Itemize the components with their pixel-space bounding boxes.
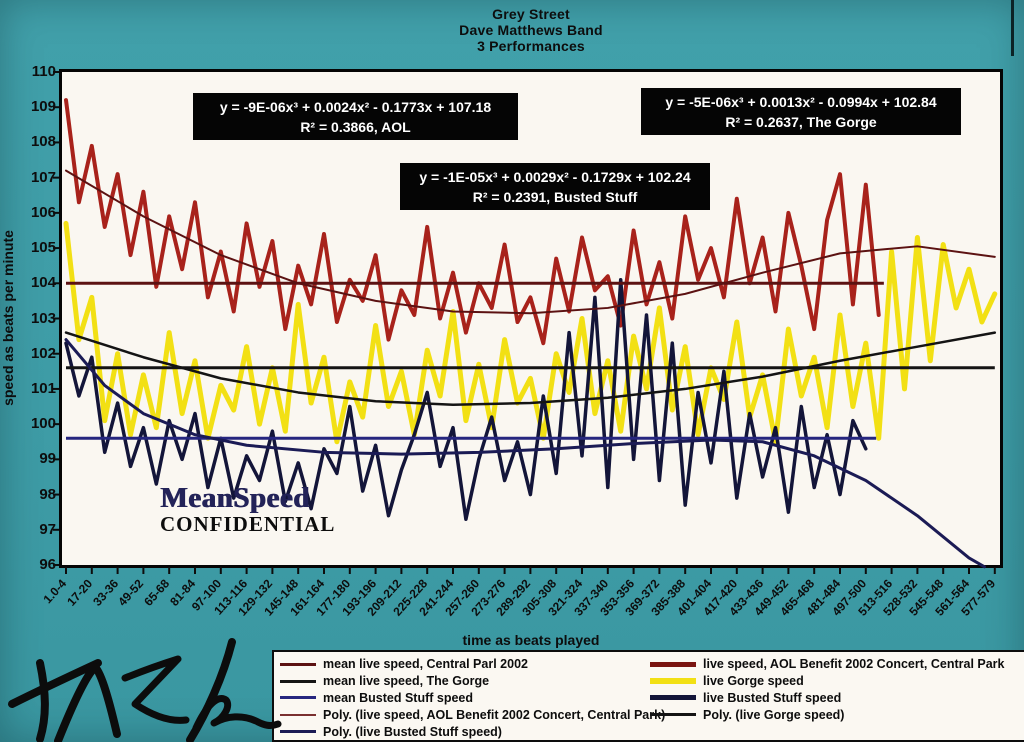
legend-label: Poly. (live Gorge speed): [703, 707, 845, 722]
legend-item: live Gorge speed: [650, 673, 1005, 690]
equation-box-busted: y = -1E-05x³ + 0.0029x² - 0.1729x + 102.…: [400, 163, 710, 210]
y-tick-label: 109: [30, 98, 56, 116]
chart-title-subtitle: 3 Performances: [477, 38, 585, 54]
series-line: [65, 169, 996, 315]
y-tick-label: 102: [30, 344, 56, 362]
series-line: [64, 331, 997, 407]
y-tick-label: 108: [30, 133, 56, 151]
legend-item: mean live speed, Central Parl 2002: [280, 656, 665, 673]
y-tick-label: 99: [39, 450, 56, 468]
y-tick-label: 104: [30, 274, 56, 292]
legend-label: Poly. (live speed, AOL Benefit 2002 Conc…: [323, 707, 666, 722]
legend-item: Poly. (live Gorge speed): [650, 706, 1005, 723]
legend-label: mean live speed, Central Parl 2002: [323, 657, 528, 672]
series-line: [64, 338, 986, 569]
y-tick-label: 106: [30, 203, 56, 221]
watermark-brand: MeanSpeed: [160, 482, 310, 514]
legend-label: live Gorge speed: [703, 674, 804, 689]
legend-swatch: [280, 730, 316, 734]
legend: mean live speed, Central Parl 2002 mean l…: [272, 650, 1024, 742]
legend-item: live speed, AOL Benefit 2002 Concert, Ce…: [650, 656, 1005, 673]
signature-ink: [8, 638, 282, 742]
y-tick-label: 96: [39, 556, 56, 573]
equation-box-aol: y = -9E-06x³ + 0.0024x² - 0.1773x + 107.…: [193, 93, 518, 140]
x-axis-title: time as beats played: [462, 632, 600, 648]
watermark-confidential: CONFIDENTIAL: [160, 512, 336, 536]
chart-title-song: Grey Street: [492, 6, 570, 22]
legend-item: Poly. (live Busted Stuff speed): [280, 723, 665, 740]
equation-aol-r2: R² = 0.3866, AOL: [300, 119, 411, 135]
equation-gorge-formula: y = -5E-06x³ + 0.0013x² - 0.0994x + 102.…: [665, 94, 937, 110]
legend-column-right: live speed, AOL Benefit 2002 Concert, Ce…: [650, 656, 1005, 723]
equation-gorge-r2: R² = 0.2637, The Gorge: [725, 114, 877, 130]
legend-swatch: [650, 661, 696, 667]
y-tick-label: 98: [39, 485, 56, 503]
y-tick-label: 107: [30, 168, 56, 186]
y-tick-label: 100: [30, 415, 56, 433]
scan-artifact-line: [1011, 0, 1014, 56]
legend-swatch: [650, 713, 696, 717]
chart-title-artist: Dave Matthews Band: [459, 22, 603, 38]
legend-column-left: mean live speed, Central Parl 2002 mean l…: [280, 656, 665, 740]
legend-swatch: [650, 695, 696, 701]
y-tick-label: 103: [30, 309, 56, 327]
legend-swatch: [280, 662, 316, 666]
series-line: [63, 220, 998, 445]
watermark: MeanSpeed CONFIDENTIAL: [160, 482, 336, 537]
legend-label: Poly. (live Busted Stuff speed): [323, 724, 502, 739]
chart-title: Grey Street Dave Matthews Band 3 Perform…: [62, 6, 1000, 54]
y-tick-label: 101: [30, 379, 56, 397]
legend-swatch: [280, 696, 316, 700]
legend-swatch: [650, 678, 696, 685]
legend-label: mean live speed, The Gorge: [323, 674, 490, 689]
legend-label: live speed, AOL Benefit 2002 Concert, Ce…: [703, 657, 1005, 672]
legend-item: mean Busted Stuff speed: [280, 690, 665, 707]
equation-aol-formula: y = -9E-06x³ + 0.0024x² - 0.1773x + 107.…: [219, 99, 492, 115]
equation-busted-formula: y = -1E-05x³ + 0.0029x² - 0.1729x + 102.…: [419, 169, 691, 185]
equation-busted-r2: R² = 0.2391, Busted Stuff: [472, 189, 638, 205]
legend-item: mean live speed, The Gorge: [280, 673, 665, 690]
legend-item: Poly. (live speed, AOL Benefit 2002 Conc…: [280, 706, 665, 723]
series-line: [64, 98, 881, 346]
y-tick-label: 105: [30, 239, 56, 257]
chart-canvas: [53, 71, 998, 574]
y-tick-label: 110: [31, 63, 56, 80]
y-tick-label: 97: [39, 520, 56, 538]
legend-swatch: [280, 713, 316, 716]
equation-box-gorge: y = -5E-06x³ + 0.0013x² - 0.0994x + 102.…: [641, 88, 961, 135]
legend-swatch: [280, 679, 316, 683]
legend-item: live Busted Stuff speed: [650, 690, 1005, 707]
legend-label: live Busted Stuff speed: [703, 690, 842, 705]
legend-label: mean Busted Stuff speed: [323, 690, 474, 705]
